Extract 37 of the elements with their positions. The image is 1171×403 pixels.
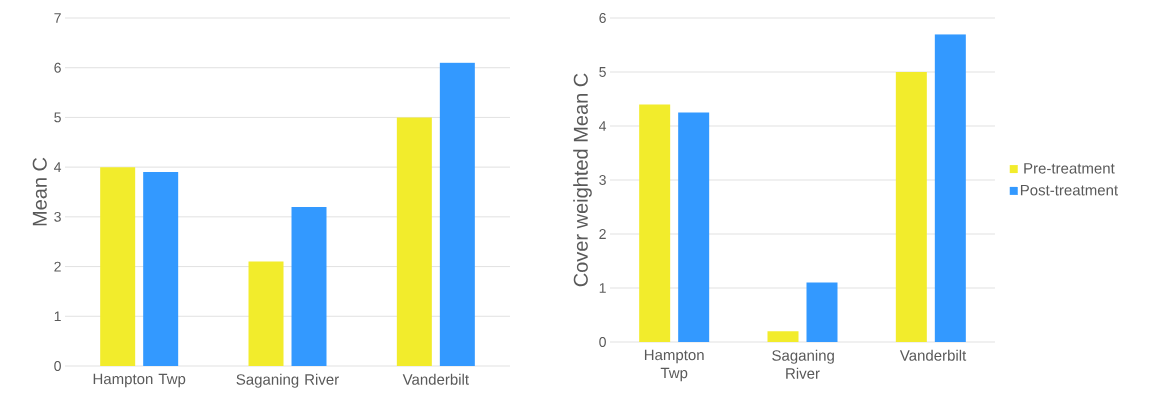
bar — [678, 112, 710, 342]
x-tick-label: Vanderbilt — [402, 373, 469, 385]
bar — [291, 206, 327, 366]
y-axis-title: Cover weighted Mean C — [573, 73, 592, 287]
legend-label: Post-treatment — [1020, 184, 1118, 196]
y-tick-label: 5 — [54, 112, 61, 123]
y-tick-label: 6 — [599, 13, 606, 23]
bar — [143, 172, 179, 366]
y-tick-label: 4 — [54, 162, 62, 172]
x-tick-label: Saganing River — [236, 373, 339, 388]
y-tick-label: 0 — [599, 337, 606, 347]
y-tick-label: 6 — [54, 62, 61, 73]
y-tick-label: 1 — [54, 311, 61, 322]
bar — [439, 62, 475, 366]
bar — [895, 71, 927, 342]
y-tick-label: 3 — [54, 211, 61, 222]
y-tick-label: 2 — [54, 261, 61, 272]
bar — [248, 261, 284, 366]
y-tick-label: 3 — [599, 175, 606, 185]
bar — [639, 104, 671, 342]
x-tick-label: Saganing River — [772, 349, 834, 379]
x-tick-label: Vanderbilt — [899, 349, 967, 361]
bar — [767, 331, 799, 342]
legend-label: Pre-treatment — [1024, 163, 1115, 174]
x-tick-label: Hampton Twp — [644, 349, 704, 382]
y-tick-label: 5 — [599, 67, 606, 77]
y-tick-label: 2 — [599, 229, 606, 239]
y-tick-label: 0 — [54, 361, 61, 371]
bar — [396, 117, 432, 366]
y-axis-title: Mean C — [32, 157, 47, 226]
x-tick-label: Hampton Twp — [93, 373, 186, 388]
bar — [806, 282, 838, 342]
bar — [100, 167, 136, 366]
y-tick-label: 1 — [599, 283, 606, 293]
y-tick-label: 4 — [599, 121, 607, 131]
y-tick-label: 7 — [54, 13, 61, 23]
bar — [934, 34, 966, 342]
